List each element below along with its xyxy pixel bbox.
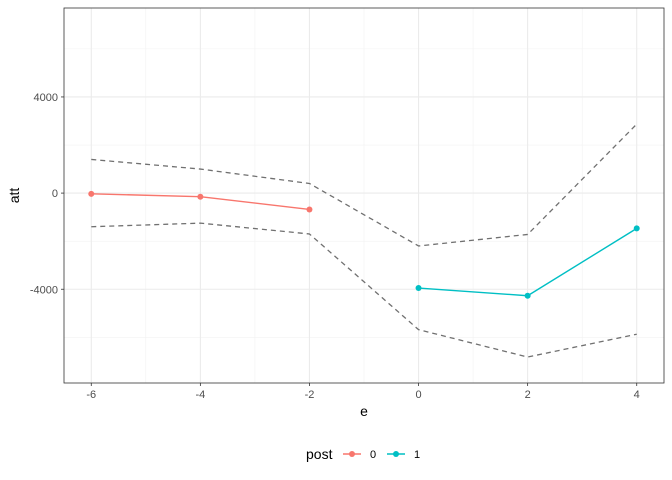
x-tick-label: 2: [525, 389, 531, 401]
upper-bound-line: [91, 123, 638, 247]
confidence-bounds: [91, 123, 638, 358]
x-tick-label: -6: [86, 389, 96, 401]
x-tick-label: -4: [195, 389, 205, 401]
legend: post 0 1: [306, 446, 420, 462]
x-axis-title: e: [360, 403, 368, 419]
data-point-post-0: [197, 193, 204, 200]
y-tick-label: 4000: [34, 92, 58, 104]
legend-key-point: [349, 451, 355, 457]
y-axis-title: att: [6, 188, 22, 204]
plot-panel-border: [63, 7, 665, 384]
y-tick-label: 0: [52, 188, 58, 200]
legend-key-point: [393, 451, 399, 457]
data-point-post-0: [306, 206, 313, 213]
data-point-post-1: [524, 292, 531, 299]
x-tick-label: 0: [415, 389, 421, 401]
lower-bound-line: [91, 222, 637, 358]
data-point-post-1: [633, 225, 640, 232]
legend-label: 1: [414, 449, 420, 461]
legend-title: post: [306, 446, 333, 462]
data-point-post-0: [88, 190, 95, 197]
series: [88, 190, 640, 299]
legend-label: 0: [370, 449, 376, 461]
y-tick-label: -4000: [30, 284, 58, 296]
data-point-post-1: [415, 285, 422, 292]
x-tick-label: -2: [305, 389, 315, 401]
x-tick-label: 4: [634, 389, 640, 401]
axes: -6 -4 -2 0 2 4 -4000 0 4000: [30, 92, 640, 401]
